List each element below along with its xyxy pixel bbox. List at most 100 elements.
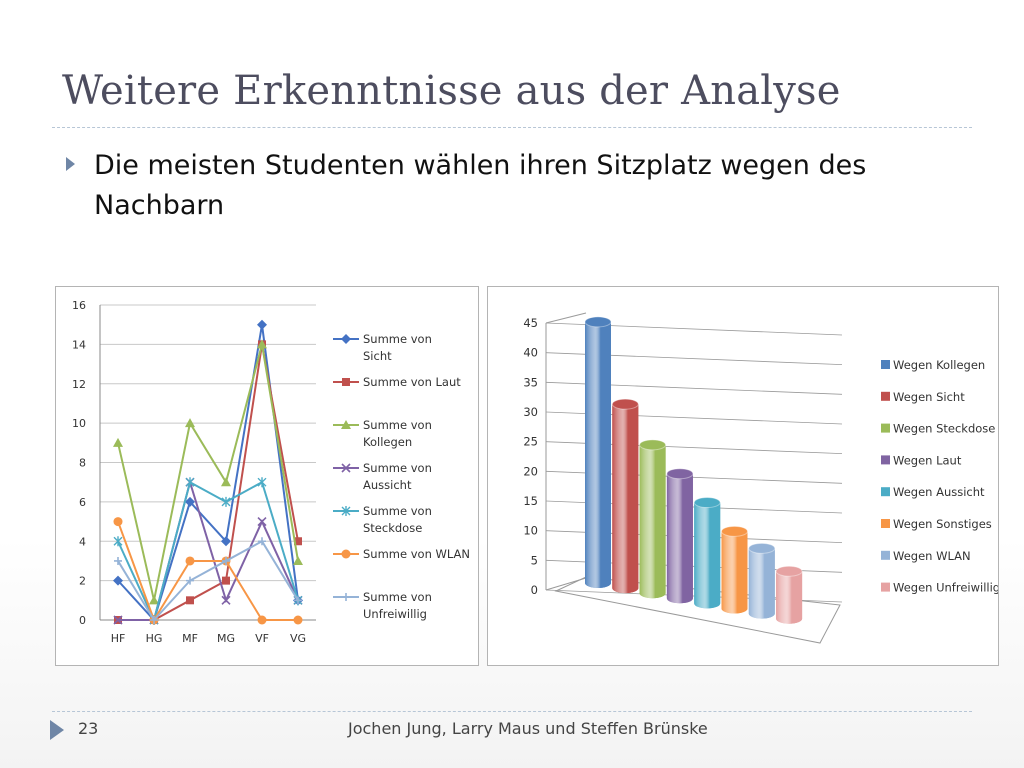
legend-label: Unfreiwillig — [363, 607, 427, 621]
x-tick-label: MF — [182, 632, 198, 645]
data-point — [257, 516, 267, 527]
legend-label: Wegen Unfreiwillig — [893, 581, 998, 595]
legend-swatch — [881, 391, 890, 401]
y-tick-label: 2 — [79, 575, 86, 588]
bar-top — [611, 398, 639, 410]
bar — [666, 468, 694, 604]
legend-swatch — [881, 550, 890, 560]
bar — [693, 497, 721, 609]
legend-swatch — [881, 423, 890, 433]
legend-marker — [341, 334, 351, 344]
y-tick-label: 14 — [72, 338, 86, 351]
bar — [611, 398, 639, 594]
y-tick-label: 8 — [79, 457, 86, 470]
data-point — [257, 477, 267, 488]
series-polyline — [117, 521, 298, 623]
data-point — [149, 595, 159, 605]
data-point — [294, 537, 302, 546]
legend-label: Kollegen — [363, 435, 412, 449]
legend-swatch — [881, 582, 890, 592]
data-point — [113, 615, 123, 625]
legend-label: Sicht — [363, 349, 392, 363]
floor — [554, 576, 841, 644]
y-tick-label: 4 — [79, 535, 86, 548]
legend-marker — [341, 549, 351, 559]
series-line — [114, 340, 302, 624]
data-point — [258, 537, 266, 546]
wall-edge — [545, 312, 587, 324]
y-tick-label: 20 — [523, 464, 538, 478]
legend-swatch — [881, 360, 890, 369]
bar-shading — [748, 548, 775, 619]
legend-label: Wegen WLAN — [893, 549, 971, 563]
bar-shading — [721, 531, 748, 614]
data-point — [293, 615, 303, 625]
data-point — [257, 615, 267, 625]
series-line — [114, 537, 302, 624]
line-chart: 0 2 4 6 8 10 12 14 16 HF HG MF MG VF VG Summe von Sicht S… — [72, 299, 470, 645]
legend-label: Wegen Sicht — [893, 390, 965, 404]
y-tick-label: 0 — [79, 614, 86, 627]
bar — [748, 542, 776, 619]
legend-label: Aussicht — [363, 478, 412, 492]
footer-authors: Jochen Jung, Larry Maus und Steffen Brün… — [348, 719, 708, 738]
y-tick-label: 15 — [523, 494, 538, 508]
legend-label: Summe von — [363, 504, 432, 518]
data-point — [185, 556, 195, 566]
bar-shading — [585, 321, 611, 588]
legend-label: Wegen Steckdose — [893, 422, 995, 436]
bar-shading — [639, 444, 666, 599]
x-tick-label: HF — [111, 632, 126, 645]
y-tick-label: 5 — [531, 553, 538, 567]
legend-label: Wegen Sonstiges — [893, 517, 992, 531]
bar-chart-3d: 0 5 10 15 20 25 30 35 40 45 Wegen Kollegen Wegen Si… — [523, 312, 1000, 644]
data-point — [257, 339, 267, 349]
legend-label: Summe von — [363, 418, 432, 432]
y-tick-label: 6 — [79, 496, 86, 509]
y-tick-label: 0 — [531, 583, 538, 597]
y-tick-label: 10 — [72, 417, 86, 430]
legend-marker — [342, 378, 350, 386]
legend-label: Summe von WLAN — [363, 547, 470, 561]
bar-top — [775, 565, 803, 577]
line-chart-panel: 0 2 4 6 8 10 12 14 16 HF HG MF MG VF VG Summe von Sicht S… — [55, 286, 479, 666]
data-point — [221, 536, 231, 547]
data-point — [114, 556, 122, 565]
legend-swatch — [881, 455, 890, 465]
legend-label: Steckdose — [363, 521, 422, 535]
x-tick-label: MG — [217, 632, 235, 645]
legend-marker — [341, 463, 351, 473]
series-polyline — [117, 480, 299, 623]
legend-label: Summe von — [363, 590, 432, 604]
legend-label: Summe von — [363, 461, 432, 475]
bar-shading — [666, 473, 693, 604]
series-line — [113, 319, 303, 625]
legend-swatch — [881, 487, 890, 497]
data-point — [186, 576, 194, 585]
legend-marker — [341, 420, 351, 429]
data-point — [185, 418, 195, 428]
legend-label: Wegen Kollegen — [893, 358, 985, 372]
data-point — [293, 555, 303, 565]
y-tick-label: 10 — [523, 524, 538, 538]
series-line — [113, 339, 303, 605]
y-tick-label: 35 — [523, 375, 538, 389]
series-polyline — [117, 539, 299, 622]
data-point — [221, 477, 231, 487]
bar-chart-panel: 0 5 10 15 20 25 30 35 40 45 Wegen Kollegen Wegen Si… — [487, 286, 1000, 666]
bar-shading — [694, 502, 721, 609]
bar-top — [693, 497, 721, 509]
legend-label: Wegen Aussicht — [893, 485, 985, 499]
bar-shading — [776, 571, 803, 624]
legend-label: Summe von Laut — [363, 375, 461, 389]
x-tick-label: VG — [290, 632, 306, 645]
series-polyline — [118, 344, 299, 621]
x-tick-label: HG — [146, 632, 163, 645]
data-point — [294, 596, 302, 605]
bar — [639, 439, 667, 599]
y-tick-label: 45 — [523, 316, 538, 330]
bullet-arrow-icon — [66, 157, 75, 171]
data-point — [221, 496, 231, 507]
bar — [584, 316, 612, 588]
legend-label: Summe von — [363, 332, 432, 346]
